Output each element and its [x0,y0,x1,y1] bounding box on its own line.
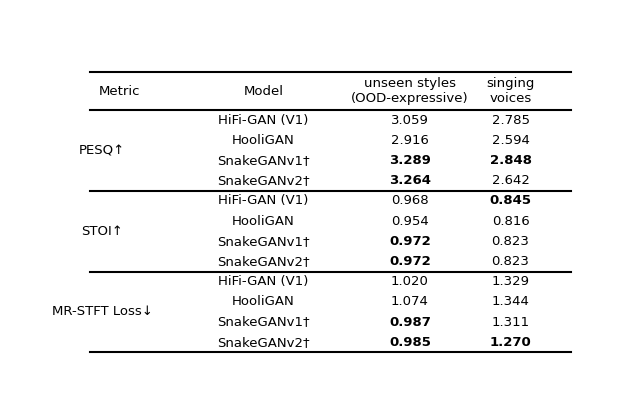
Text: 0.954: 0.954 [391,215,429,228]
Text: 0.845: 0.845 [490,194,532,208]
Text: Metric: Metric [99,85,140,98]
Text: 1.074: 1.074 [391,295,429,308]
Text: HooliGAN: HooliGAN [232,215,295,228]
Text: 1.329: 1.329 [492,275,529,288]
Text: HooliGAN: HooliGAN [232,134,295,147]
Text: SnakeGANv2†: SnakeGANv2† [217,255,310,268]
Text: 3.264: 3.264 [389,174,431,187]
Text: 0.816: 0.816 [492,215,529,228]
Text: Model: Model [243,85,284,98]
Text: HiFi-GAN (V1): HiFi-GAN (V1) [218,114,308,127]
Text: SnakeGANv1†: SnakeGANv1† [217,235,310,248]
Text: SnakeGANv1†: SnakeGANv1† [217,154,310,167]
Text: 3.289: 3.289 [389,154,431,167]
Text: 1.020: 1.020 [391,275,429,288]
Text: 0.968: 0.968 [391,194,429,208]
Text: SnakeGANv2†: SnakeGANv2† [217,336,310,349]
Text: 1.270: 1.270 [490,336,531,349]
Text: HiFi-GAN (V1): HiFi-GAN (V1) [218,275,308,288]
Text: HooliGAN: HooliGAN [232,295,295,308]
Text: PESQ↑: PESQ↑ [79,144,125,157]
Text: 2.848: 2.848 [490,154,532,167]
Text: 0.972: 0.972 [389,235,431,248]
Text: MR-STFT Loss↓: MR-STFT Loss↓ [52,305,153,318]
Text: 0.985: 0.985 [389,336,431,349]
Text: singing
voices: singing voices [486,77,534,105]
Text: 1.344: 1.344 [492,295,529,308]
Text: 0.972: 0.972 [389,255,431,268]
Text: SnakeGANv2†: SnakeGANv2† [217,174,310,187]
Text: 2.916: 2.916 [391,134,429,147]
Text: unseen styles
(OOD-expressive): unseen styles (OOD-expressive) [351,77,468,105]
Text: 2.642: 2.642 [492,174,529,187]
Text: 2.785: 2.785 [492,114,529,127]
Text: 0.823: 0.823 [492,255,529,268]
Text: 1.311: 1.311 [492,315,529,329]
Text: STOI↑: STOI↑ [81,225,124,238]
Text: 0.987: 0.987 [389,315,431,329]
Text: SnakeGANv1†: SnakeGANv1† [217,315,310,329]
Text: 3.059: 3.059 [391,114,429,127]
Text: HiFi-GAN (V1): HiFi-GAN (V1) [218,194,308,208]
Text: 2.594: 2.594 [492,134,529,147]
Text: 0.823: 0.823 [492,235,529,248]
